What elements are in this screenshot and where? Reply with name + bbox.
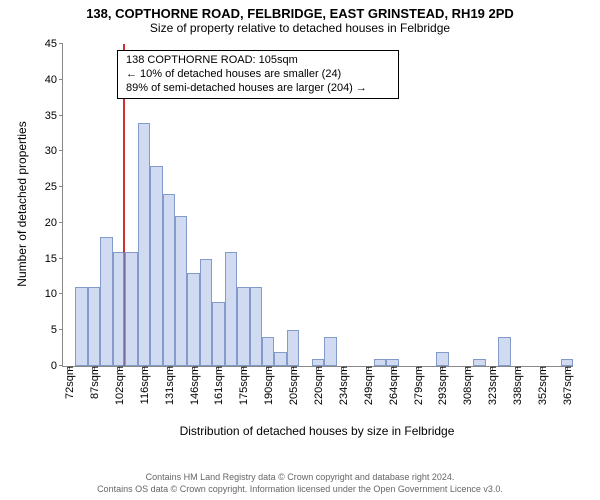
y-tick-label: 30 [45,145,63,157]
y-tick-mark [59,329,63,330]
x-tick-label: 72sqm [62,366,76,399]
x-tick-label: 102sqm [112,366,126,405]
histogram-bar [250,287,262,366]
y-tick-label: 15 [45,253,63,265]
annotation-line-1: 138 COPTHORNE ROAD: 105sqm [126,54,390,68]
chart-title: 138, COPTHORNE ROAD, FELBRIDGE, EAST GRI… [0,0,600,21]
y-tick-label: 10 [45,288,63,300]
x-axis-label: Distribution of detached houses by size … [62,424,572,438]
histogram-bar [187,273,199,366]
annotation-line-2: ← 10% of detached houses are smaller (24… [126,68,390,82]
histogram-bar [498,337,510,366]
histogram-bar [200,259,212,366]
x-tick-label: 220sqm [311,366,325,405]
x-tick-label: 205sqm [286,366,300,405]
footer-text-2: Contains OS data © Crown copyright. Info… [0,484,600,494]
x-tick-label: 116sqm [137,366,151,404]
x-tick-label: 146sqm [187,366,201,405]
histogram-bar [473,359,485,366]
y-tick-mark [59,79,63,80]
histogram-bar [312,359,324,366]
y-tick-mark [59,115,63,116]
y-tick-label: 20 [45,217,63,229]
y-tick-label: 5 [51,324,63,336]
y-tick-mark [59,222,63,223]
x-tick-label: 87sqm [87,366,101,399]
histogram-bar [237,287,249,366]
y-tick-mark [59,186,63,187]
x-tick-label: 161sqm [211,366,225,405]
y-tick-label: 25 [45,181,63,193]
histogram-bar [138,123,150,366]
histogram-bar [324,337,336,366]
histogram-bar [274,352,286,366]
histogram-bar [163,194,175,366]
histogram-bar [436,352,448,366]
x-tick-label: 131sqm [162,366,176,405]
histogram-bar [225,252,237,366]
plot-area: 138 COPTHORNE ROAD: 105sqm ← 10% of deta… [62,44,573,367]
x-tick-label: 279sqm [411,366,425,405]
x-tick-label: 234sqm [336,366,350,405]
chart-subtitle: Size of property relative to detached ho… [0,21,600,35]
histogram-bar [100,237,112,366]
y-tick-label: 45 [45,38,63,50]
x-tick-label: 175sqm [236,366,250,405]
x-tick-label: 190sqm [261,366,275,405]
histogram-bar [113,252,125,366]
x-tick-label: 323sqm [485,366,499,405]
y-tick-mark [59,43,63,44]
y-tick-label: 40 [45,74,63,86]
annotation-line-3: 89% of semi-detached houses are larger (… [126,82,390,96]
histogram-bar [125,252,137,366]
x-tick-label: 308sqm [460,366,474,405]
y-axis-label: Number of detached properties [15,74,29,334]
x-tick-label: 338sqm [510,366,524,405]
y-tick-mark [59,293,63,294]
y-tick-label: 35 [45,110,63,122]
histogram-bar [150,166,162,366]
histogram-bar [262,337,274,366]
footer-text-1: Contains HM Land Registry data © Crown c… [0,472,600,482]
y-tick-mark [59,150,63,151]
chart-container: 138, COPTHORNE ROAD, FELBRIDGE, EAST GRI… [0,0,600,500]
histogram-bar [386,359,398,366]
histogram-bar [175,216,187,366]
histogram-bar [374,359,386,366]
x-tick-label: 293sqm [435,366,449,405]
x-tick-label: 367sqm [560,366,574,405]
histogram-bar [75,287,87,366]
histogram-bar [287,330,299,366]
histogram-bar [88,287,100,366]
x-tick-label: 352sqm [535,366,549,405]
x-tick-label: 264sqm [386,366,400,405]
annotation-box: 138 COPTHORNE ROAD: 105sqm ← 10% of deta… [117,50,399,99]
histogram-bar [212,302,224,366]
y-tick-mark [59,258,63,259]
histogram-bar [561,359,573,366]
x-tick-label: 249sqm [361,366,375,405]
